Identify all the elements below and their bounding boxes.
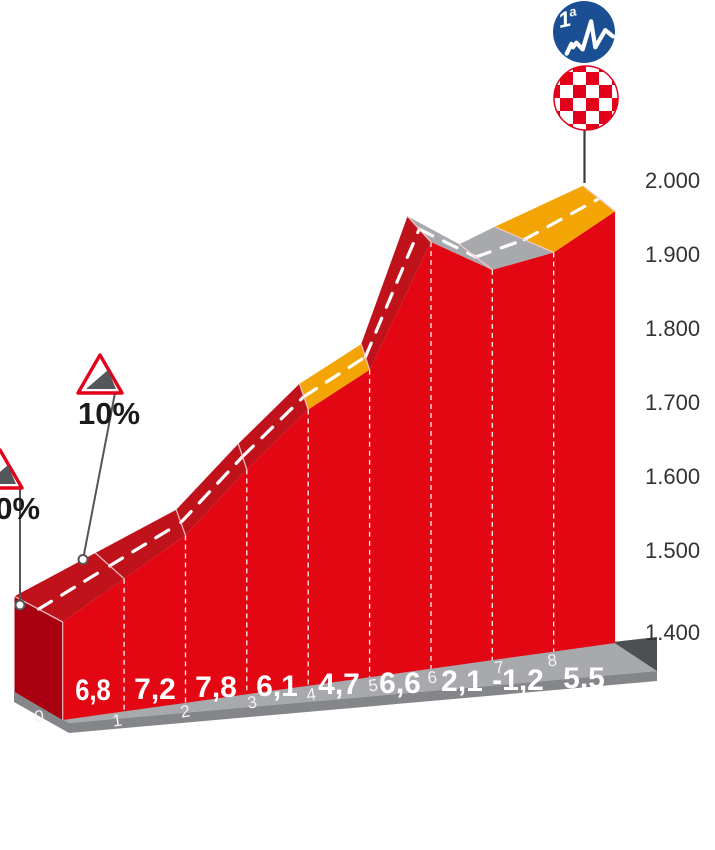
- svg-text:1.500: 1.500: [645, 538, 700, 563]
- svg-text:5,5: 5,5: [563, 662, 605, 695]
- svg-text:4,7: 4,7: [318, 668, 360, 701]
- svg-text:7,8: 7,8: [195, 671, 237, 704]
- svg-text:6,1: 6,1: [256, 670, 298, 703]
- svg-text:1.600: 1.600: [645, 464, 700, 489]
- svg-text:7,2: 7,2: [134, 673, 176, 706]
- svg-text:1.700: 1.700: [645, 390, 700, 415]
- svg-text:2.000: 2.000: [645, 168, 700, 193]
- svg-text:1.900: 1.900: [645, 242, 700, 267]
- svg-text:10%: 10%: [78, 396, 140, 431]
- svg-text:6,8: 6,8: [75, 673, 110, 706]
- svg-text:10%: 10%: [0, 491, 40, 526]
- svg-text:1.800: 1.800: [645, 316, 700, 341]
- svg-text:6,6: 6,6: [379, 667, 421, 700]
- svg-text:1.400: 1.400: [645, 620, 700, 645]
- svg-text:2,1: 2,1: [441, 665, 483, 698]
